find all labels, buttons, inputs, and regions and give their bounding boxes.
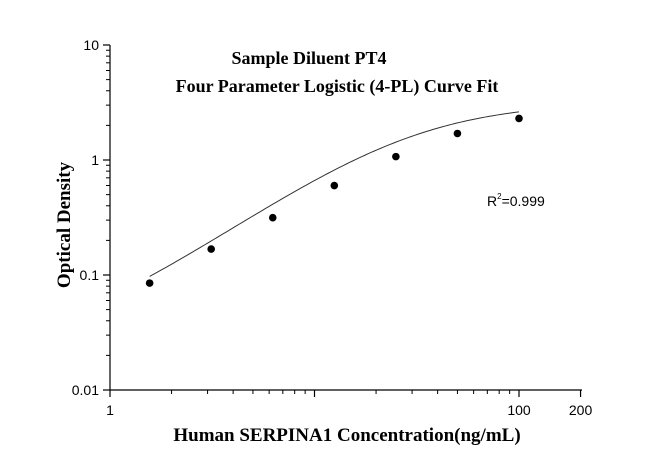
y-tick-label: 1: [91, 152, 99, 168]
data-point: [145, 279, 154, 287]
r-squared-value: =0.999: [502, 193, 545, 209]
x-tick-label: 200: [569, 402, 593, 418]
fit-curve: [149, 111, 520, 277]
r-squared-prefix: R: [487, 193, 497, 209]
r-squared-superscript: 2: [497, 192, 502, 201]
y-tick-label: 0.01: [72, 382, 99, 398]
data-point: [268, 213, 277, 222]
x-tick-label: 1: [106, 402, 114, 418]
chart-title-line1: Sample Diluent PT4: [231, 48, 386, 68]
y-tick-label: 10: [83, 37, 99, 53]
data-points: [145, 114, 523, 287]
data-point: [515, 114, 523, 123]
x-tick-label: 100: [507, 402, 531, 418]
r-squared-annotation: R2=0.999: [487, 192, 545, 209]
data-point: [330, 181, 339, 190]
data-point: [392, 152, 400, 161]
tick-labels: 0.01 0.1 1 10 1 100 200: [72, 37, 593, 418]
x-axis-label: Human SERPINA1 Concentration(ng/mL): [173, 425, 520, 446]
y-axis-label: Optical Density: [54, 161, 75, 288]
data-point: [207, 245, 215, 253]
y-tick-label: 0.1: [80, 267, 100, 283]
chart-title-line2: Four Parameter Logistic (4-PL) Curve Fit: [176, 76, 499, 97]
axis-ticks: [103, 44, 582, 397]
data-point: [453, 129, 462, 138]
